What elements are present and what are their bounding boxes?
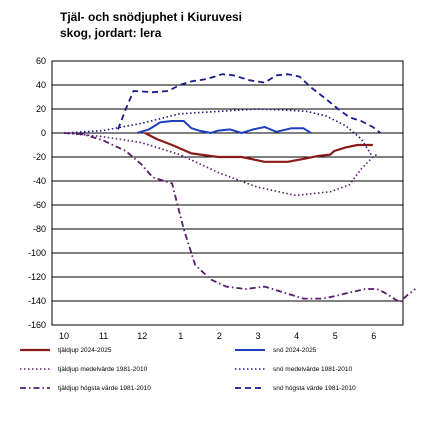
legend-label: snö 2024-2025 <box>273 346 317 354</box>
x-tick-label: 10 <box>59 331 69 341</box>
legend-label: tjäldjup medelvärde 1981-2010 <box>58 365 148 373</box>
legend-item-0: tjäldjup 2024-2025 <box>20 346 112 354</box>
x-tick-label: 12 <box>137 331 147 341</box>
y-tick-label: -100 <box>28 248 46 258</box>
x-tick-label: 4 <box>294 331 299 341</box>
y-tick-label: -80 <box>33 224 46 234</box>
y-axis: 60 40 20 0 -20 -40 -60 -80 -100 -120 -140 -160 <box>28 56 46 330</box>
x-tick-label: 11 <box>99 331 108 341</box>
x-tick-label: 1 <box>178 331 183 341</box>
x-tick-label: 5 <box>333 331 338 341</box>
y-tick-label: -140 <box>28 296 46 306</box>
y-tick-label: 0 <box>41 128 46 138</box>
legend-item-2: tjäldjup medelvärde 1981-2010 <box>20 365 147 373</box>
x-tick-label: 2 <box>217 331 222 341</box>
legend-swatch <box>235 349 265 351</box>
y-tick-label: -160 <box>28 320 46 330</box>
y-tick-label: 20 <box>36 104 46 114</box>
legend-label: tjäldjup 2024-2025 <box>58 346 112 354</box>
legend-swatch <box>235 387 265 389</box>
chart-title: Tjäl- och snödjuphet i Kiuruvesi skog, j… <box>60 9 242 41</box>
series-line-0 <box>144 132 373 163</box>
gridlines <box>52 84 403 302</box>
y-tick-label: 40 <box>36 80 46 90</box>
legend-swatch <box>20 368 50 370</box>
legend-label: snö högsta värde 1981-2010 <box>273 384 356 392</box>
series-line-1 <box>137 120 312 134</box>
x-axis: 10 11 12 1 2 3 4 5 6 <box>59 331 376 341</box>
x-tick-label: 6 <box>371 331 376 341</box>
legend-swatch <box>235 368 265 370</box>
chart-title-line1: Tjäl- och snödjuphet i Kiuruvesi <box>60 10 243 24</box>
legend-label: tjäldjup högsta värde 1981-2010 <box>58 384 151 392</box>
y-tick-label: 60 <box>36 56 46 66</box>
series-group <box>63 73 416 304</box>
legend-item-4: tjäldjup högsta värde 1981-2010 <box>20 384 151 392</box>
series-line-4 <box>63 132 416 304</box>
legend-swatch <box>20 387 50 389</box>
plot-area <box>51 60 404 326</box>
legend-item-5: snö högsta värde 1981-2010 <box>235 384 356 392</box>
chart-title-line2: skog, jordart: lera <box>60 26 162 40</box>
y-tick-label: -120 <box>28 272 46 282</box>
legend-item-3: snö medelvärde 1981-2010 <box>235 365 352 373</box>
x-tick-label: 3 <box>255 331 260 341</box>
y-tick-label: -20 <box>33 152 46 162</box>
y-tick-label: -40 <box>33 176 46 186</box>
legend-item-1: snö 2024-2025 <box>235 346 316 354</box>
series-line-5 <box>117 73 382 134</box>
legend-swatch <box>20 348 50 352</box>
y-tick-label: -60 <box>33 200 46 210</box>
legend-label: snö medelvärde 1981-2010 <box>273 365 353 373</box>
